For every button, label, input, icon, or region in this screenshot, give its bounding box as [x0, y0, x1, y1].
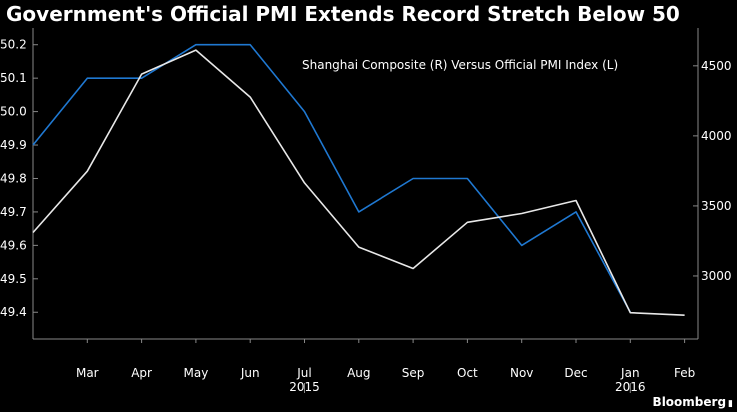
chart-annotation: Shanghai Composite (R) Versus Official P…: [302, 58, 618, 72]
left-tick-label: 49.6: [0, 238, 27, 252]
brand-text: Bloomberg: [652, 395, 727, 409]
series-layer: [32, 43, 685, 316]
x-axis-ticks: Mar Apr May Jun Jul Aug Sep Oct Nov Dec Jan Feb 2015…: [76, 339, 695, 394]
pmi-series-line: [32, 43, 632, 313]
right-tick-label: 4500: [701, 59, 732, 73]
right-tick-label: 4000: [701, 129, 732, 143]
x-tick-label: Jan: [620, 366, 640, 380]
year-label: 2015: [289, 380, 320, 394]
left-tick-label: 49.9: [0, 138, 27, 152]
right-tick-label: 3000: [701, 269, 732, 283]
left-tick-label: 50.1: [0, 71, 27, 85]
x-tick-label: May: [183, 366, 208, 380]
x-tick-label: Sep: [402, 366, 425, 380]
x-tick-label: Aug: [347, 366, 370, 380]
year-label: 2016: [615, 380, 646, 394]
left-tick-label: 49.4: [0, 305, 27, 319]
left-tick-label: 49.5: [0, 272, 27, 286]
left-tick-label: 50.0: [0, 105, 27, 119]
right-tick-label: 3500: [701, 199, 732, 213]
x-tick-label: Jul: [296, 366, 311, 380]
x-tick-label: Nov: [510, 366, 533, 380]
left-tick-label: 50.2: [0, 38, 27, 52]
x-tick-label: Oct: [457, 366, 478, 380]
brand-label: Bloomberg ▮: [653, 394, 733, 410]
x-tick-label: Jun: [240, 366, 260, 380]
x-tick-label: Apr: [131, 366, 152, 380]
left-tick-label: 49.7: [0, 205, 27, 219]
right-axis-ticks: 3000 3500 4000 4500: [693, 59, 732, 283]
bars-icon: ▮: [728, 399, 733, 409]
chart: 49.4 49.5 49.6 49.7 49.8 49.9 50.0 50.1 50.2 300…: [0, 28, 732, 394]
left-axis-ticks: 49.4 49.5 49.6 49.7 49.8 49.9 50.0 50.1 50.2: [0, 38, 38, 319]
left-tick-label: 49.8: [0, 171, 27, 185]
x-tick-label: Feb: [674, 366, 695, 380]
chart-title: Government's Official PMI Extends Record…: [6, 2, 680, 26]
plot-frame: [32, 28, 699, 340]
shanghai-composite-series-line: [32, 49, 685, 316]
x-tick-label: Mar: [76, 366, 99, 380]
x-tick-label: Dec: [564, 366, 587, 380]
